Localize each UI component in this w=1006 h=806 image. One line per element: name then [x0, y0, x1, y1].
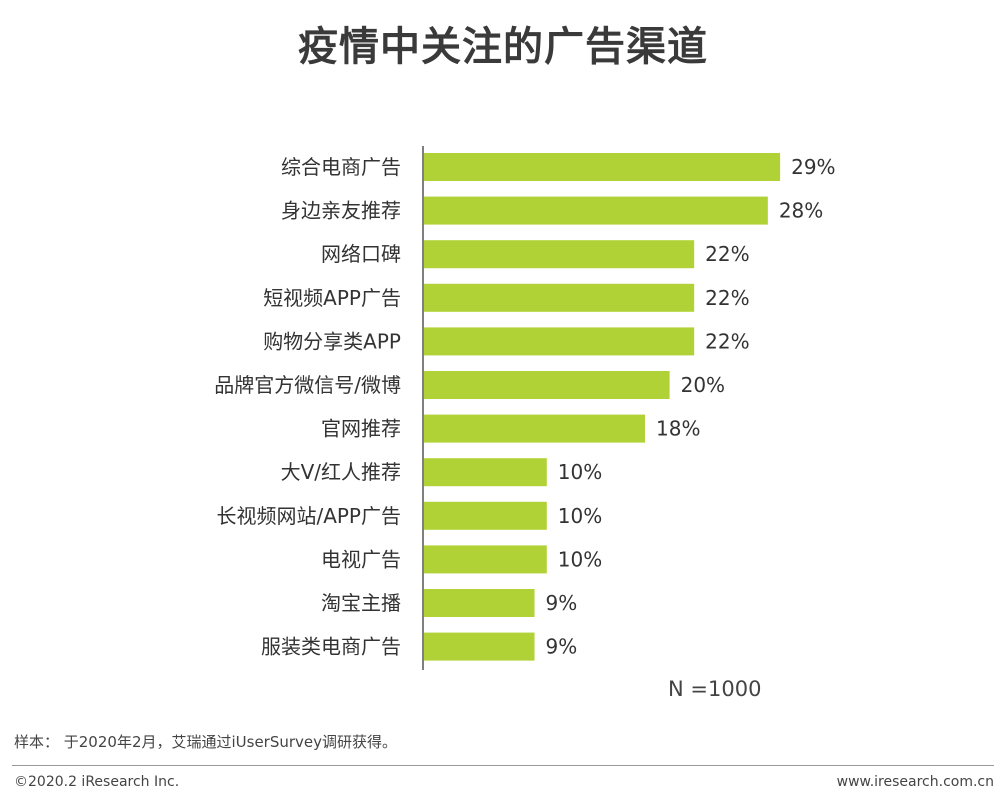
bar-4: [424, 327, 695, 356]
value-label: 22%: [705, 242, 749, 266]
category-label: 官网推荐: [321, 417, 401, 441]
category-label: 综合电商广告: [281, 155, 401, 179]
value-label: 28%: [779, 199, 823, 223]
bar-0: [424, 153, 781, 181]
category-label: 长视频网站/APP广告: [216, 504, 401, 528]
category-label: 电视广告: [321, 547, 401, 571]
category-label: 大V/红人推荐: [281, 460, 401, 484]
footer-divider: [12, 765, 994, 766]
copyright-text: ©2020.2 iResearch Inc.: [14, 774, 180, 790]
value-label: 9%: [546, 635, 578, 659]
category-label: 淘宝主播: [321, 591, 401, 615]
bar-1: [424, 196, 768, 225]
bar-3: [424, 283, 695, 312]
category-label: 购物分享类APP: [263, 329, 401, 353]
value-label: 22%: [705, 329, 749, 353]
bar-8: [424, 501, 547, 530]
bar-5: [424, 371, 670, 399]
value-label: 18%: [656, 417, 700, 441]
category-label: 短视频APP广告: [263, 286, 401, 310]
value-label: 9%: [546, 591, 578, 615]
value-label: 10%: [558, 504, 602, 528]
sample-size-note: N =1000: [668, 677, 762, 701]
bar-2: [424, 240, 695, 269]
category-label: 身边亲友推荐: [281, 199, 401, 223]
category-label: 网络口碑: [321, 242, 401, 266]
bar-9: [424, 545, 547, 574]
bar-10: [424, 589, 535, 617]
bar-6: [424, 414, 646, 443]
chart-title: 疫情中关注的广告渠道: [298, 24, 708, 70]
bar-7: [424, 458, 547, 487]
value-label: 10%: [558, 547, 602, 571]
source-note: 样本： 于2020年2月，艾瑞通过iUserSurvey调研获得。: [14, 733, 398, 751]
bar-11: [424, 632, 535, 661]
value-label: 20%: [681, 373, 725, 397]
category-label: 品牌官方微信号/微博: [214, 373, 401, 397]
value-label: 29%: [791, 155, 835, 179]
website-link[interactable]: www.iresearch.com.cn: [836, 774, 994, 790]
category-label: 服装类电商广告: [261, 635, 401, 659]
value-label: 22%: [705, 286, 749, 310]
value-label: 10%: [558, 460, 602, 484]
